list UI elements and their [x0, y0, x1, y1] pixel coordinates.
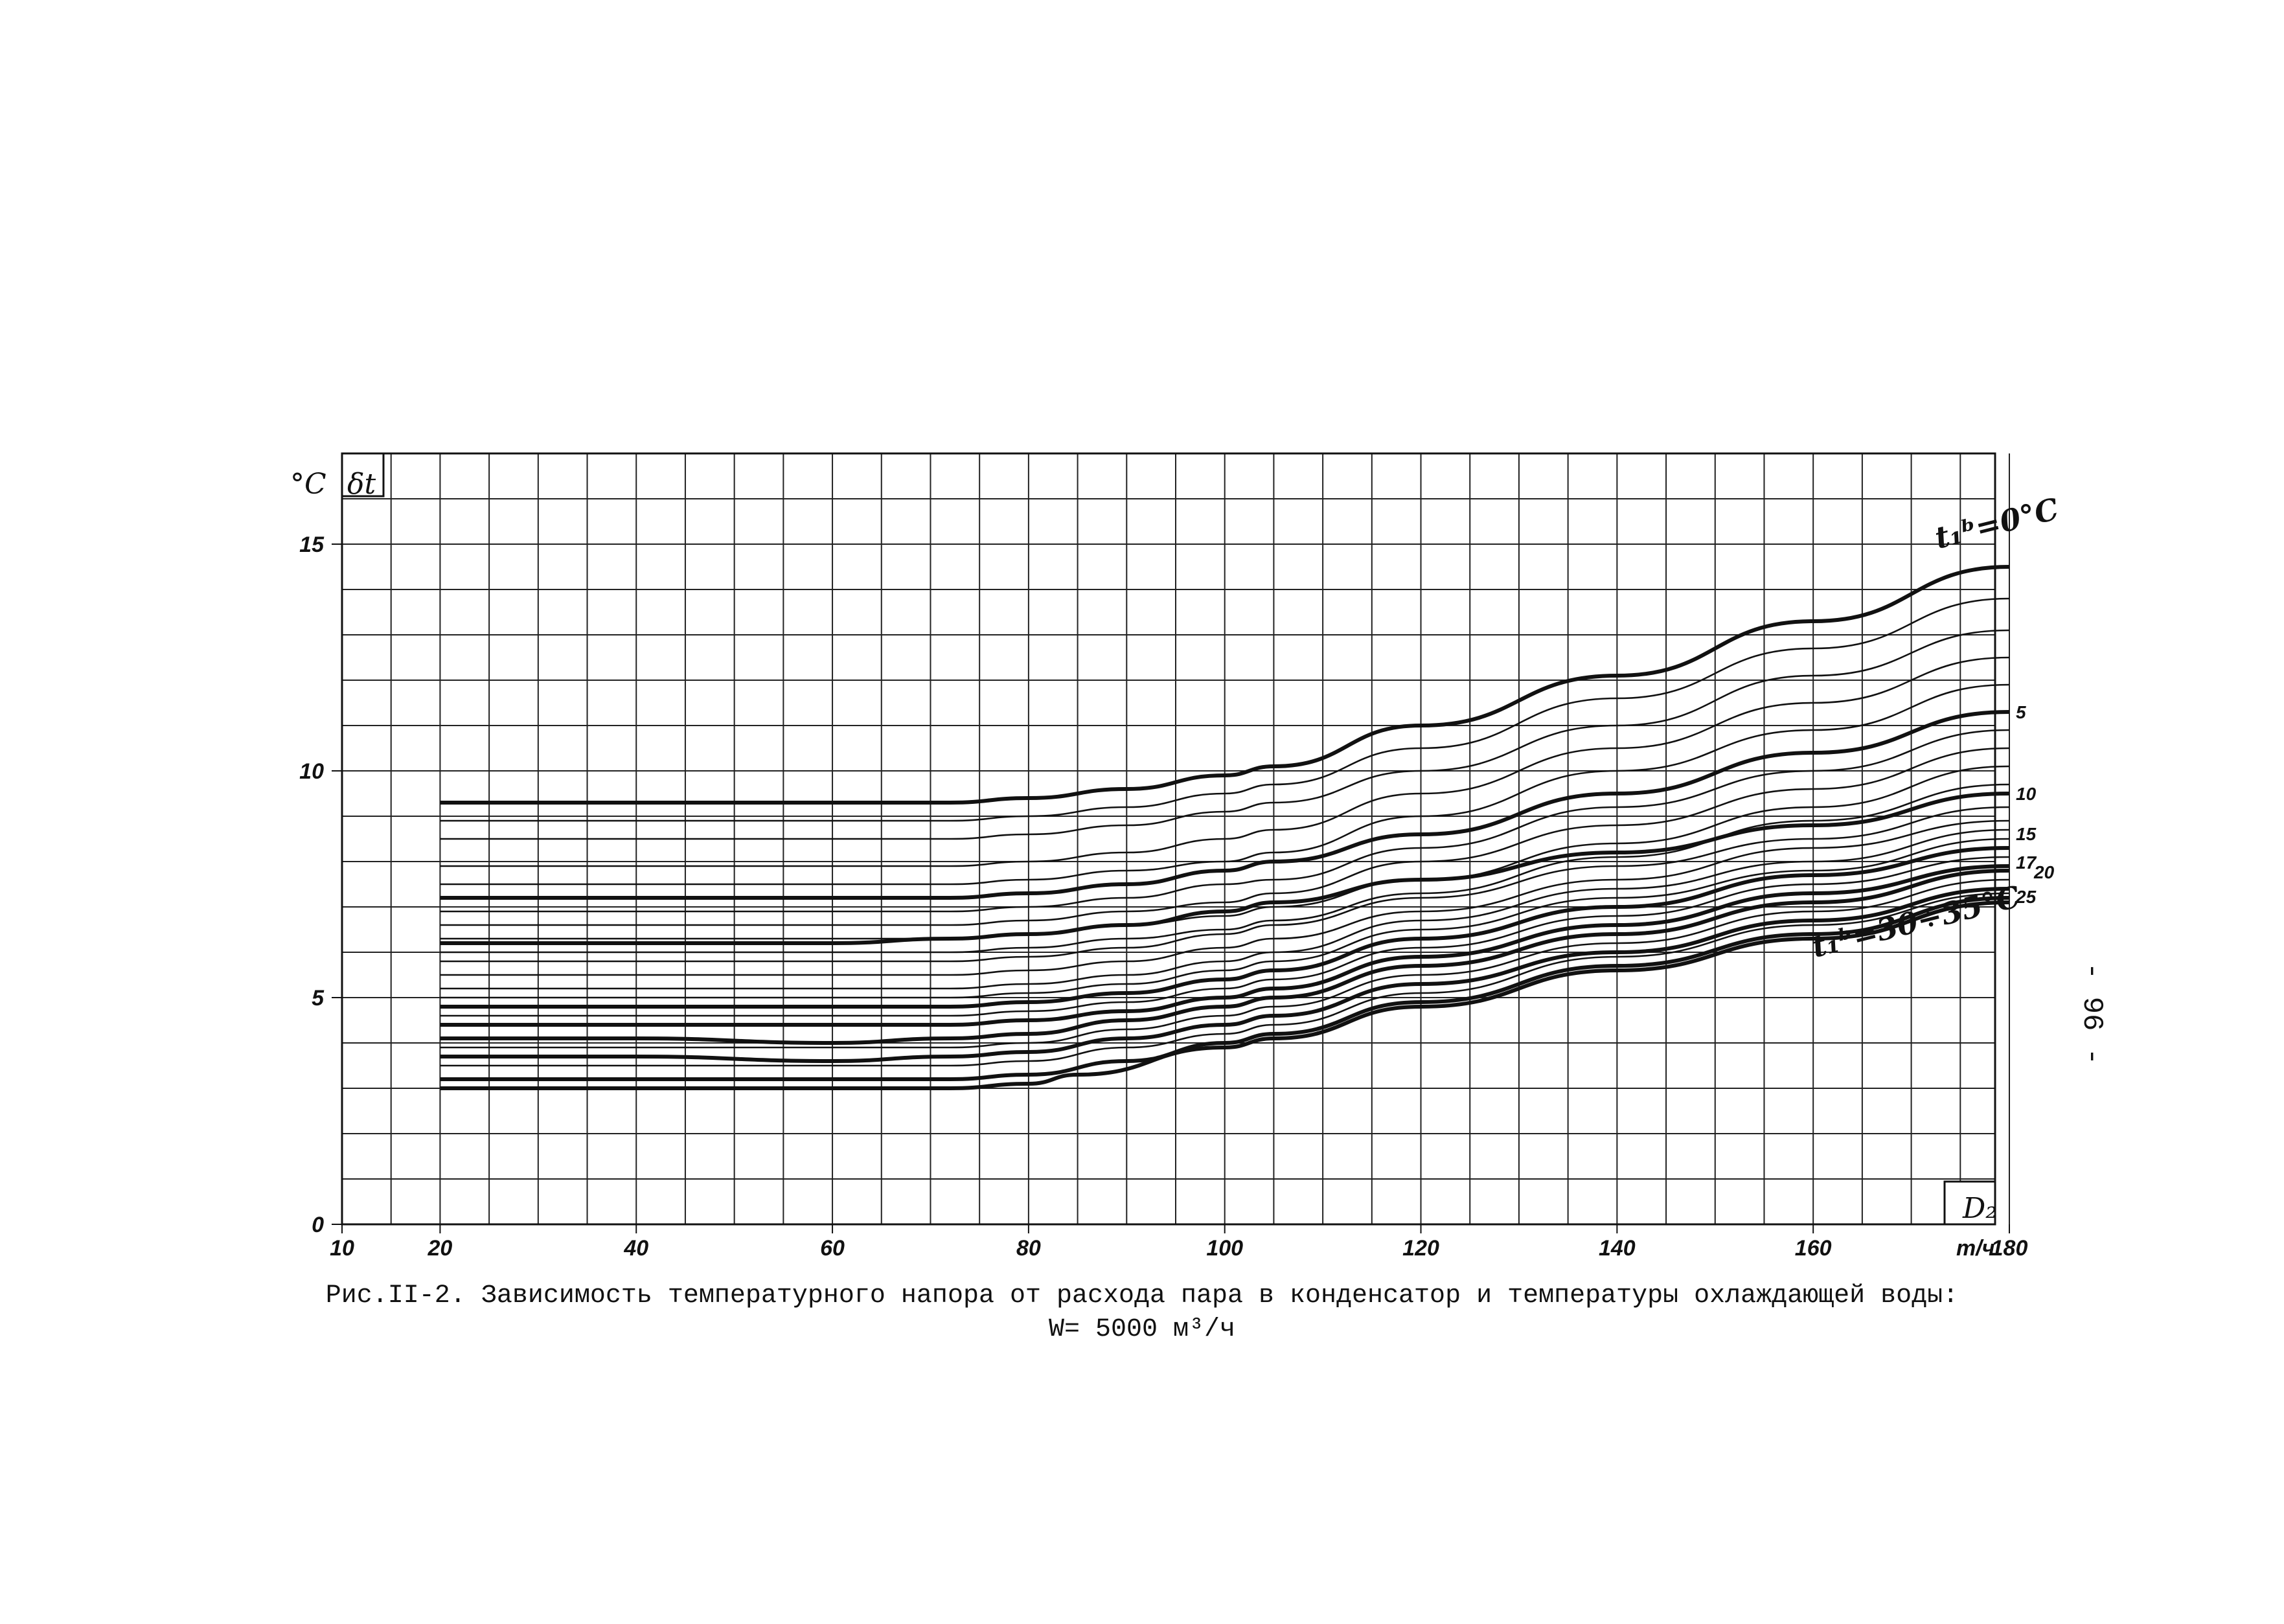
- x-tick-label: 120: [1402, 1236, 1439, 1261]
- curve-t-0: [440, 565, 2010, 805]
- y-tick-label: 5: [312, 986, 325, 1011]
- y-tick-label: 10: [299, 759, 324, 784]
- x-tick-label: 40: [623, 1236, 648, 1261]
- x-tick-label: 180: [1991, 1236, 2028, 1261]
- x-tick-label: 20: [427, 1236, 452, 1261]
- curve-t-1: [440, 597, 2010, 822]
- curve-t-17: [440, 864, 2010, 1027]
- axis-labels: °C δt D₂ т/ч: [290, 468, 1997, 1261]
- curve-t-30: [440, 896, 2010, 1082]
- x-tick-label: 140: [1599, 1236, 1636, 1261]
- curve-label-t-15: 15: [2016, 824, 2037, 844]
- y-unit-label: °C: [290, 468, 326, 501]
- x-label-box: [1943, 1180, 1996, 1226]
- x-tick-label: 160: [1795, 1236, 1832, 1261]
- curve-t-16: [440, 856, 2010, 1017]
- curve-t-11: [440, 806, 2010, 963]
- curve-label-t-20: 20: [2033, 862, 2055, 882]
- curve-label-t-17: 17: [2016, 852, 2037, 873]
- curve-t-4: [440, 683, 2010, 886]
- y-label-box: [341, 452, 385, 497]
- y-axis-label: δt: [347, 468, 376, 501]
- curve-t-27: [440, 892, 2010, 1067]
- x-axis-label: D₂: [1962, 1192, 1997, 1225]
- curve-t-5: [440, 710, 2010, 900]
- x-tick-label: 10: [330, 1236, 354, 1261]
- page-number: - 96 -: [2075, 962, 2108, 1066]
- y-tick-label: 0: [312, 1213, 324, 1237]
- x-unit-label: т/ч: [1956, 1236, 1995, 1261]
- curve-t-22: [440, 878, 2010, 1049]
- curves: [440, 565, 2010, 1091]
- curve-t-20: [440, 869, 2010, 1045]
- curve-t-6: [440, 729, 2010, 913]
- curve-label-t-10: 10: [2016, 784, 2037, 804]
- caption-line-1: Рис.II-2. Зависимость температурного нап…: [325, 1281, 1959, 1310]
- x-tick-label: 80: [1016, 1236, 1041, 1261]
- tick-labels: 10 20 40 60 80 100 120 140 160 180 0 5 10 15: [299, 532, 2027, 1261]
- y-tick-label: 15: [299, 532, 325, 557]
- caption-line-2: W= 5000 м³/ч: [1048, 1315, 1236, 1344]
- curve-t-35: [440, 900, 2010, 1091]
- curve-label-t-0: t₁ᵇ=0°C: [1932, 491, 2062, 556]
- curve-t-15: [440, 846, 2010, 1009]
- curve-t-3: [440, 656, 2010, 867]
- x-tick-label: 100: [1206, 1236, 1243, 1261]
- curve-label-t-5: 5: [2016, 702, 2026, 722]
- curve-t-10: [440, 792, 2010, 946]
- curve-label-t-25: 25: [2015, 887, 2037, 907]
- curve-t-7: [440, 747, 2010, 926]
- curve-t-8: [440, 765, 2010, 940]
- curve-t-2: [440, 629, 2010, 840]
- curve-t-12: [440, 819, 2010, 976]
- curve-t-25: [440, 887, 2010, 1063]
- x-tick-label: 60: [820, 1236, 845, 1261]
- curve-t-13: [440, 829, 2010, 990]
- curve-t-14: [440, 838, 2010, 999]
